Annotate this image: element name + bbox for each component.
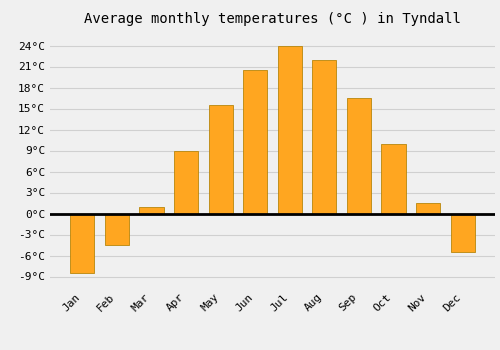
Bar [278,46,302,214]
Bar [450,214,475,252]
Bar [140,206,164,214]
Bar [208,105,233,214]
Bar [312,60,336,213]
Bar [347,98,371,214]
Bar [243,70,268,214]
Bar [70,214,94,273]
Title: Average monthly temperatures (°C ) in Tyndall: Average monthly temperatures (°C ) in Ty… [84,12,461,26]
Bar [174,150,198,214]
Bar [382,144,406,214]
Bar [416,203,440,214]
Bar [105,214,129,245]
